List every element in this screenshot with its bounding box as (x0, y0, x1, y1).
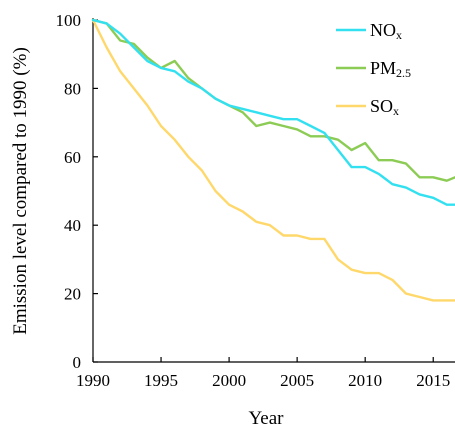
series-line-sox (91, 18, 455, 302)
y-tick-label: 0 (73, 353, 82, 372)
x-tick-label: 2000 (212, 371, 246, 390)
x-axis-title: Year (248, 408, 284, 429)
axes: 0 20 40 60 80 100 1990 1995 2000 2005 2010 2015 (56, 11, 455, 390)
y-tick-label: 100 (56, 11, 82, 30)
x-tick-label: 2015 (416, 371, 450, 390)
y-tick-label: 20 (64, 285, 81, 304)
series-line-pm25 (91, 18, 455, 182)
series-line-nox (91, 18, 455, 206)
legend: NOx PM2.5 SOx (336, 20, 411, 118)
y-tick-label: 40 (64, 216, 81, 235)
legend-label: PM2.5 (370, 58, 411, 80)
series-layer (91, 18, 455, 302)
y-tick-label: 60 (64, 148, 81, 167)
legend-label: NOx (370, 20, 402, 42)
y-axis-title: Emission level compared to 1990 (%) (10, 47, 31, 335)
x-tick-label: 1990 (76, 371, 110, 390)
x-tick-label: 2010 (348, 371, 382, 390)
x-tick-label: 1995 (144, 371, 178, 390)
y-axis-title-group: Emission level compared to 1990 (%) (10, 47, 31, 335)
y-tick-label: 80 (64, 79, 81, 98)
legend-label: SOx (370, 96, 399, 118)
x-tick-label: 2005 (280, 371, 314, 390)
